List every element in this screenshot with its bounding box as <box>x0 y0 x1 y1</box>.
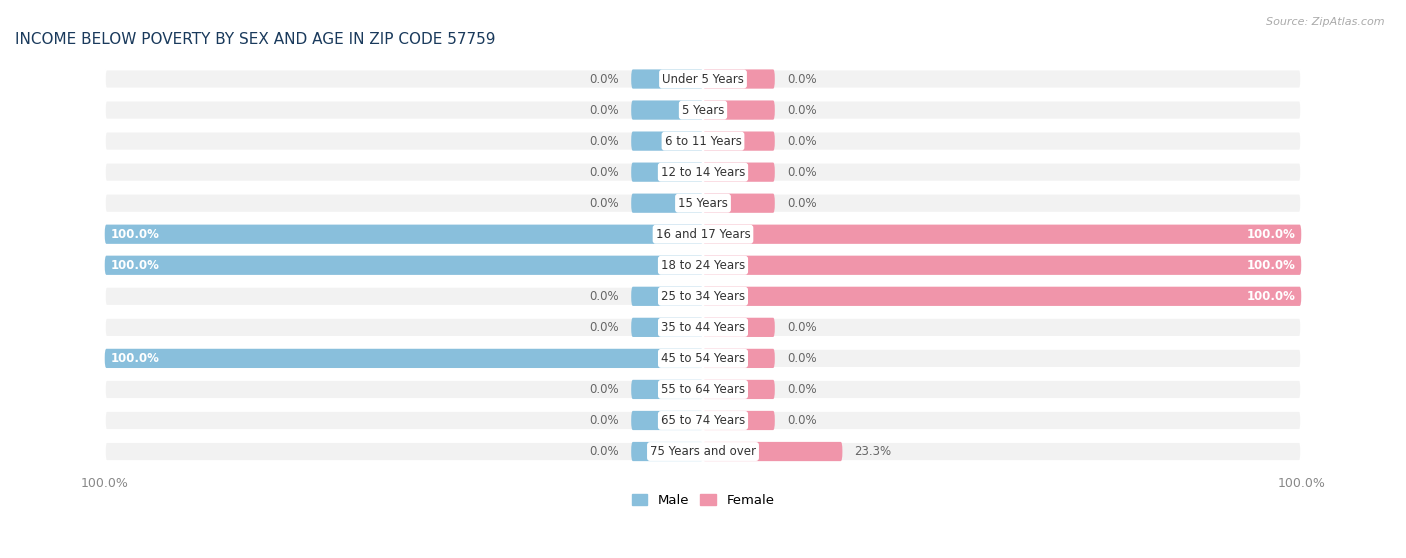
Text: 12 to 14 Years: 12 to 14 Years <box>661 166 745 179</box>
FancyBboxPatch shape <box>703 69 775 89</box>
FancyBboxPatch shape <box>631 69 703 89</box>
Text: INCOME BELOW POVERTY BY SEX AND AGE IN ZIP CODE 57759: INCOME BELOW POVERTY BY SEX AND AGE IN Z… <box>15 32 495 47</box>
Text: 0.0%: 0.0% <box>589 166 619 179</box>
Text: 100.0%: 100.0% <box>1246 259 1295 272</box>
Text: 0.0%: 0.0% <box>787 352 817 365</box>
Text: 100.0%: 100.0% <box>1246 290 1295 303</box>
Text: 35 to 44 Years: 35 to 44 Years <box>661 321 745 334</box>
FancyBboxPatch shape <box>104 349 1302 368</box>
FancyBboxPatch shape <box>703 318 775 337</box>
Text: 100.0%: 100.0% <box>1246 228 1295 240</box>
FancyBboxPatch shape <box>631 132 703 151</box>
FancyBboxPatch shape <box>104 380 1302 399</box>
FancyBboxPatch shape <box>631 194 703 213</box>
Text: 0.0%: 0.0% <box>787 166 817 179</box>
FancyBboxPatch shape <box>104 132 1302 151</box>
Text: 0.0%: 0.0% <box>787 414 817 427</box>
Text: 0.0%: 0.0% <box>787 73 817 85</box>
Text: 0.0%: 0.0% <box>589 196 619 210</box>
FancyBboxPatch shape <box>631 380 703 399</box>
Text: 0.0%: 0.0% <box>589 134 619 148</box>
FancyBboxPatch shape <box>631 318 703 337</box>
Text: 0.0%: 0.0% <box>589 321 619 334</box>
FancyBboxPatch shape <box>631 287 703 306</box>
Text: 23.3%: 23.3% <box>855 445 891 458</box>
Text: 100.0%: 100.0% <box>111 352 160 365</box>
FancyBboxPatch shape <box>703 411 775 430</box>
Text: 0.0%: 0.0% <box>589 445 619 458</box>
Text: 0.0%: 0.0% <box>589 290 619 303</box>
Text: 0.0%: 0.0% <box>589 104 619 117</box>
Text: 6 to 11 Years: 6 to 11 Years <box>665 134 741 148</box>
FancyBboxPatch shape <box>703 287 1302 306</box>
Text: Under 5 Years: Under 5 Years <box>662 73 744 85</box>
FancyBboxPatch shape <box>104 287 1302 306</box>
Text: Source: ZipAtlas.com: Source: ZipAtlas.com <box>1267 17 1385 27</box>
FancyBboxPatch shape <box>703 380 775 399</box>
Text: 100.0%: 100.0% <box>111 228 160 240</box>
Text: 0.0%: 0.0% <box>787 196 817 210</box>
FancyBboxPatch shape <box>104 349 703 368</box>
Text: 25 to 34 Years: 25 to 34 Years <box>661 290 745 303</box>
FancyBboxPatch shape <box>703 132 775 151</box>
Text: 0.0%: 0.0% <box>589 73 619 85</box>
FancyBboxPatch shape <box>703 100 775 120</box>
FancyBboxPatch shape <box>703 194 775 213</box>
FancyBboxPatch shape <box>631 100 703 120</box>
Text: 5 Years: 5 Years <box>682 104 724 117</box>
Text: 16 and 17 Years: 16 and 17 Years <box>655 228 751 240</box>
Text: 45 to 54 Years: 45 to 54 Years <box>661 352 745 365</box>
Legend: Male, Female: Male, Female <box>626 489 780 513</box>
FancyBboxPatch shape <box>104 194 1302 213</box>
FancyBboxPatch shape <box>631 162 703 182</box>
FancyBboxPatch shape <box>703 256 1302 275</box>
Text: 15 Years: 15 Years <box>678 196 728 210</box>
Text: 75 Years and over: 75 Years and over <box>650 445 756 458</box>
FancyBboxPatch shape <box>104 162 1302 182</box>
FancyBboxPatch shape <box>104 442 1302 461</box>
Text: 0.0%: 0.0% <box>787 321 817 334</box>
FancyBboxPatch shape <box>104 69 1302 89</box>
FancyBboxPatch shape <box>104 318 1302 337</box>
FancyBboxPatch shape <box>703 162 775 182</box>
FancyBboxPatch shape <box>104 100 1302 120</box>
FancyBboxPatch shape <box>703 349 775 368</box>
FancyBboxPatch shape <box>104 225 1302 244</box>
Text: 100.0%: 100.0% <box>111 259 160 272</box>
Text: 0.0%: 0.0% <box>589 383 619 396</box>
Text: 0.0%: 0.0% <box>589 414 619 427</box>
FancyBboxPatch shape <box>104 256 1302 275</box>
FancyBboxPatch shape <box>703 442 842 461</box>
Text: 65 to 74 Years: 65 to 74 Years <box>661 414 745 427</box>
FancyBboxPatch shape <box>631 442 703 461</box>
Text: 0.0%: 0.0% <box>787 134 817 148</box>
FancyBboxPatch shape <box>104 256 703 275</box>
FancyBboxPatch shape <box>104 411 1302 430</box>
Text: 0.0%: 0.0% <box>787 104 817 117</box>
FancyBboxPatch shape <box>703 225 1302 244</box>
Text: 55 to 64 Years: 55 to 64 Years <box>661 383 745 396</box>
FancyBboxPatch shape <box>631 411 703 430</box>
Text: 18 to 24 Years: 18 to 24 Years <box>661 259 745 272</box>
FancyBboxPatch shape <box>104 225 703 244</box>
Text: 0.0%: 0.0% <box>787 383 817 396</box>
